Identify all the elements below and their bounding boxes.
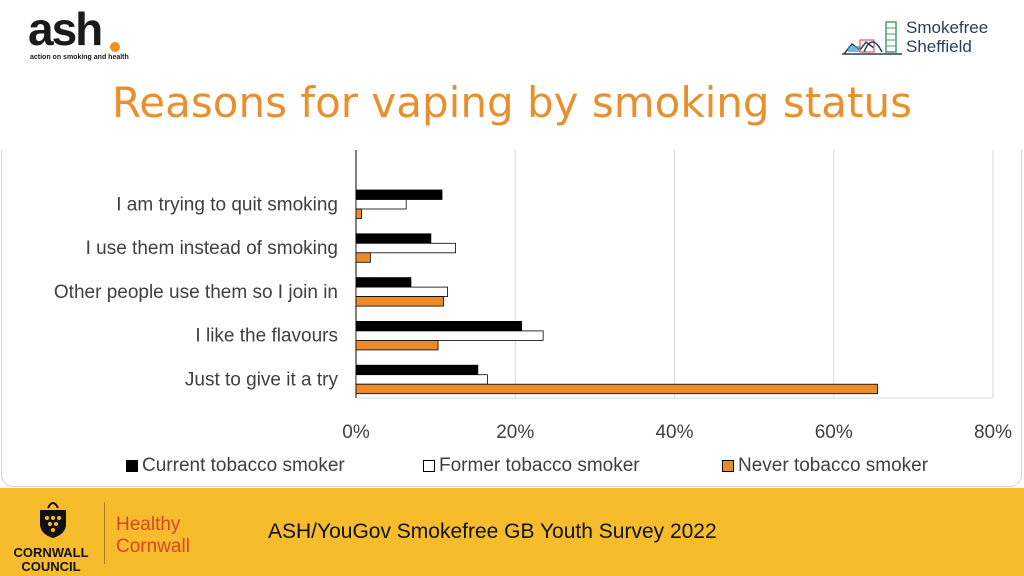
x-tick-label: 80%: [974, 422, 1012, 443]
category-label: I like the flavours: [195, 326, 338, 347]
sheffield-skyline-icon: [842, 21, 902, 55]
category-label: I use them instead of smoking: [86, 238, 338, 259]
bar-former-tobacco-smoker: [355, 330, 544, 341]
header: ash action on smoking and health Smokefr…: [0, 0, 1024, 150]
bar-never-tobacco-smoker: [355, 339, 439, 351]
footer: CORNWALL COUNCIL Healthy Cornwall ASH/Yo…: [0, 488, 1024, 576]
bar-chart: 0% 20% 40% 60% 80% I am trying to quit smokin…: [54, 150, 1012, 443]
cornwall-crest-icon: [40, 502, 66, 538]
ash-logo-word: ash: [28, 3, 103, 55]
bar-never-tobacco-smoker: [355, 208, 362, 219]
category-label: Just to give it a try: [185, 369, 339, 390]
ash-logo-tagline: action on smoking and health: [30, 54, 129, 61]
healthy-cornwall-logo: Healthy Cornwall: [116, 514, 190, 558]
x-tick-label: 0%: [342, 422, 370, 443]
bar-never-tobacco-smoker: [355, 296, 444, 307]
x-tick-label: 40%: [655, 422, 693, 443]
category-label: I am trying to quit smoking: [116, 194, 338, 215]
bar-current-tobacco-smoker: [355, 189, 443, 200]
footer-divider: [104, 502, 105, 564]
bar-current-tobacco-smoker: [355, 364, 479, 376]
bar-current-tobacco-smoker: [355, 320, 523, 332]
bar-never-tobacco-smoker: [355, 383, 878, 395]
legend-item: Former tobacco smoker: [423, 452, 640, 480]
bar-former-tobacco-smoker: [355, 199, 407, 210]
smokefree-logo-line2: Sheffield: [906, 37, 972, 56]
legend-swatch: [722, 460, 734, 472]
source-citation: ASH/YouGov Smokefree GB Youth Survey 202…: [268, 520, 717, 543]
council-name-line2: COUNCIL: [21, 559, 81, 574]
legend-item: Current tobacco smoker: [126, 452, 345, 480]
healthy-cornwall-line2: Cornwall: [116, 536, 190, 557]
legend-swatch: [126, 460, 138, 472]
x-tick-label: 60%: [815, 422, 853, 443]
ash-logo: ash action on smoking and health: [28, 6, 129, 66]
legend-label: Never tobacco smoker: [738, 455, 929, 476]
bar-former-tobacco-smoker: [355, 286, 448, 298]
cornwall-council-logo: CORNWALL COUNCIL: [6, 496, 96, 574]
legend-label: Current tobacco smoker: [142, 455, 345, 476]
chart-legend: Current tobacco smoker Former tobacco smo…: [0, 452, 1024, 480]
ash-logo-dot: [110, 42, 120, 52]
bar-current-tobacco-smoker: [355, 233, 432, 244]
x-tick-label: 20%: [496, 422, 534, 443]
council-name-line1: CORNWALL: [13, 545, 89, 560]
legend-swatch: [423, 460, 435, 472]
chart-panel: [1, 150, 1022, 487]
page-title: Reasons for vaping by smoking status: [112, 78, 912, 127]
bar-never-tobacco-smoker: [355, 252, 371, 263]
category-label: Other people use them so I join in: [54, 282, 338, 303]
smokefree-logo-line1: Smokefree: [906, 18, 989, 37]
bar-former-tobacco-smoker: [355, 374, 488, 385]
legend-item: Never tobacco smoker: [722, 452, 928, 480]
smokefree-sheffield-logo: Smokefree Sheffield: [842, 18, 1012, 60]
legend-label: Former tobacco smoker: [439, 455, 640, 476]
bar-current-tobacco-smoker: [355, 277, 412, 288]
healthy-cornwall-line1: Healthy: [116, 514, 181, 535]
bar-former-tobacco-smoker: [355, 242, 456, 254]
